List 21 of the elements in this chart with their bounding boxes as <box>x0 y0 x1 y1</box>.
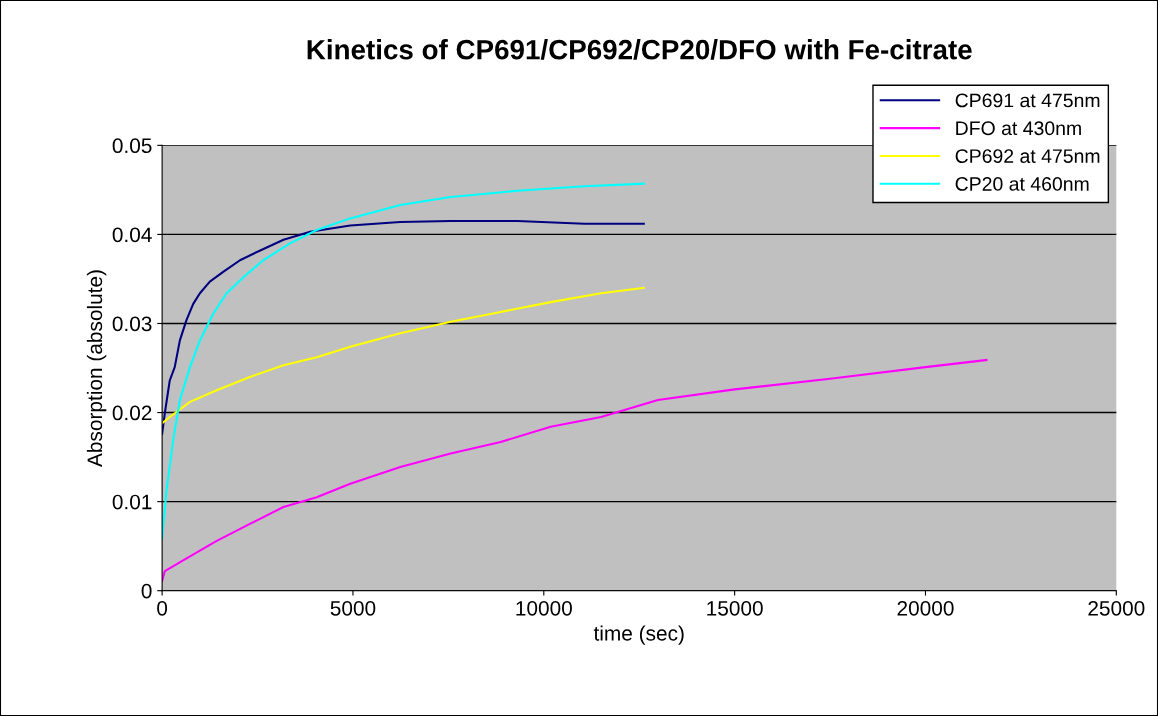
legend-label: CP20 at 460nm <box>955 177 1089 191</box>
y-tick-label: 0 <box>141 583 152 599</box>
y-tick-label: 0.02 <box>112 405 152 421</box>
x-tick-label: 15000 <box>707 600 763 616</box>
chart-title: Kinetics of CP691/CP692/CP20/DFO with Fe-citrate <box>307 39 972 60</box>
x-tick-label: 10000 <box>516 600 572 616</box>
legend-label: DFO at 430nm <box>956 121 1081 136</box>
y-tick-label: 0.01 <box>112 494 152 510</box>
x-tick-label: 20000 <box>897 600 954 616</box>
y-tick-label: 0.03 <box>112 316 152 332</box>
x-tick-label: 0 <box>157 600 168 616</box>
y-axis-title: Absorption (absolute) <box>86 270 107 467</box>
x-axis-title: time (sec) <box>593 625 684 645</box>
y-tick-label: 0.05 <box>112 138 152 154</box>
legend-label: CP692 at 475nm <box>955 149 1100 163</box>
line-series <box>162 286 645 425</box>
x-tick-label: 5000 <box>330 600 376 616</box>
y-tick-label: 0.04 <box>112 227 152 243</box>
x-tick-label: 25000 <box>1088 600 1145 616</box>
line-series <box>162 358 988 582</box>
legend-label: CP691 at 475nm <box>955 93 1100 108</box>
